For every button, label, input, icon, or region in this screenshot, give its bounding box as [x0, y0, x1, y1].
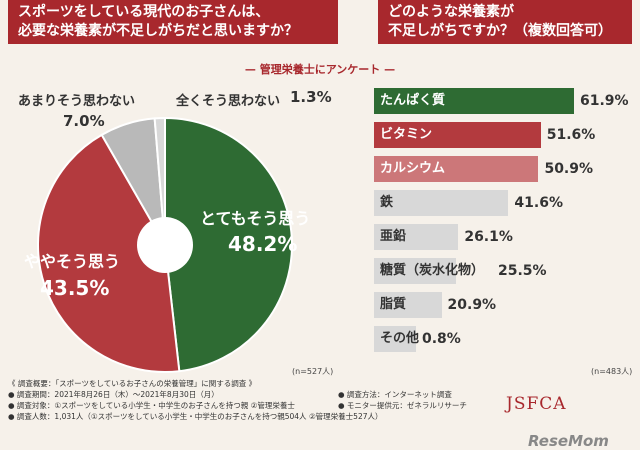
bar-value: 41.6%: [514, 195, 563, 211]
bar-fill: [374, 88, 574, 114]
bar-label: 脂質: [380, 297, 407, 312]
bar-label: ビタミン: [380, 127, 433, 142]
question-right-box: どのような栄養素が 不足しがちですか？（複数回答可）: [378, 0, 632, 44]
pie-slice-yaya: [37, 133, 181, 373]
pie-label-yaya: ややそう思う: [24, 252, 121, 271]
footer-period: ● 調査期間：2021年8月26日（木）〜2021年8月30日（月）: [8, 390, 219, 399]
bar-value: 25.5%: [498, 263, 547, 279]
jsfca-logo: JSFCA: [506, 394, 602, 424]
pie-value-amari: 7.0%: [63, 112, 105, 130]
bar-label: その他: [380, 331, 420, 346]
question-left-line-1: スポーツをしている現代のお子さんは、: [18, 4, 270, 20]
bar-label: たんぱく質: [380, 93, 446, 108]
question-right-line-2: 不足しがちですか？（複数回答可）: [388, 23, 612, 39]
footer-line-1: 《 調査概要：「スポーツをしているお子さんの栄養管理」に関する調査 》: [8, 379, 257, 388]
survey-footer: 《 調査概要：「スポーツをしているお子さんの栄養管理」に関する調査 》 ● 調査…: [8, 378, 508, 422]
pie-label-totemo: とてもそう思う: [200, 209, 311, 228]
footer-target: ● 調査対象：①スポーツをしている小学生・中学生のお子さんを持つ親 ②管理栄養士: [8, 401, 295, 410]
bar-label: 糖質（炭水化物）: [380, 263, 485, 278]
bar-label: カルシウム: [380, 161, 446, 176]
bar-fill: [374, 156, 539, 182]
bar-sample-size: (n=483人): [591, 367, 633, 376]
footer-monitor: ● モニター提供元：ゼネラルリサーチ: [338, 401, 467, 410]
pie-sample-size: (n=527人): [292, 367, 334, 376]
bar-value: 26.1%: [464, 229, 513, 245]
pie-center-hole: [137, 217, 193, 273]
bar-value: 0.8%: [422, 331, 461, 347]
footer-line-3: ● 調査対象：①スポーツをしている小学生・中学生のお子さんを持つ親 ②管理栄養士…: [8, 400, 508, 411]
pie-slice-mattaku: [153, 116, 166, 246]
resemom-watermark: ReseMom: [528, 432, 609, 450]
bar-value: 61.9%: [580, 93, 629, 109]
bar-label: 鉄: [380, 195, 394, 210]
question-right-line-1: どのような栄養素が: [388, 4, 514, 20]
pie-slice-totemo: [164, 116, 293, 373]
question-left-line-2: 必要な栄養素が不足しがちだと思いますか？: [18, 23, 298, 39]
bar-value: 51.6%: [546, 127, 596, 143]
footer-line-4: ● 調査人数：1,031人（①スポーツをしている小学生・中学生のお子さんを持つ親…: [8, 412, 383, 421]
bar-value: 20.9%: [447, 297, 497, 313]
pie-value-yaya: 43.5%: [40, 276, 110, 300]
question-left-box: スポーツをしている現代のお子さんは、 必要な栄養素が不足しがちだと思いますか？: [8, 0, 338, 44]
survey-subtitle: — 管理栄養士にアンケート —: [244, 63, 396, 76]
bar-fill: [374, 190, 509, 216]
bar-value: 50.9%: [544, 161, 594, 177]
bar-label: 亜鉛: [380, 229, 407, 244]
bar-fill: [374, 224, 459, 250]
pie-value-totemo: 48.2%: [228, 232, 298, 256]
footer-method: ● 調査方法：インターネット調査: [338, 390, 452, 399]
bar-fill: [374, 258, 457, 284]
bar-fill: [374, 326, 416, 352]
logo-text: JSFCA: [506, 394, 567, 414]
pie-value-mattaku: 1.3%: [290, 88, 332, 106]
footer-line-2: ● 調査期間：2021年8月26日（木）〜2021年8月30日（月） ● 調査方…: [8, 389, 508, 400]
bar-fill: [374, 122, 541, 148]
pie-label-amari: あまりそう思わない: [18, 94, 136, 109]
bar-fill: [374, 292, 442, 318]
pie-label-mattaku: 全くそう思わない: [176, 94, 281, 109]
